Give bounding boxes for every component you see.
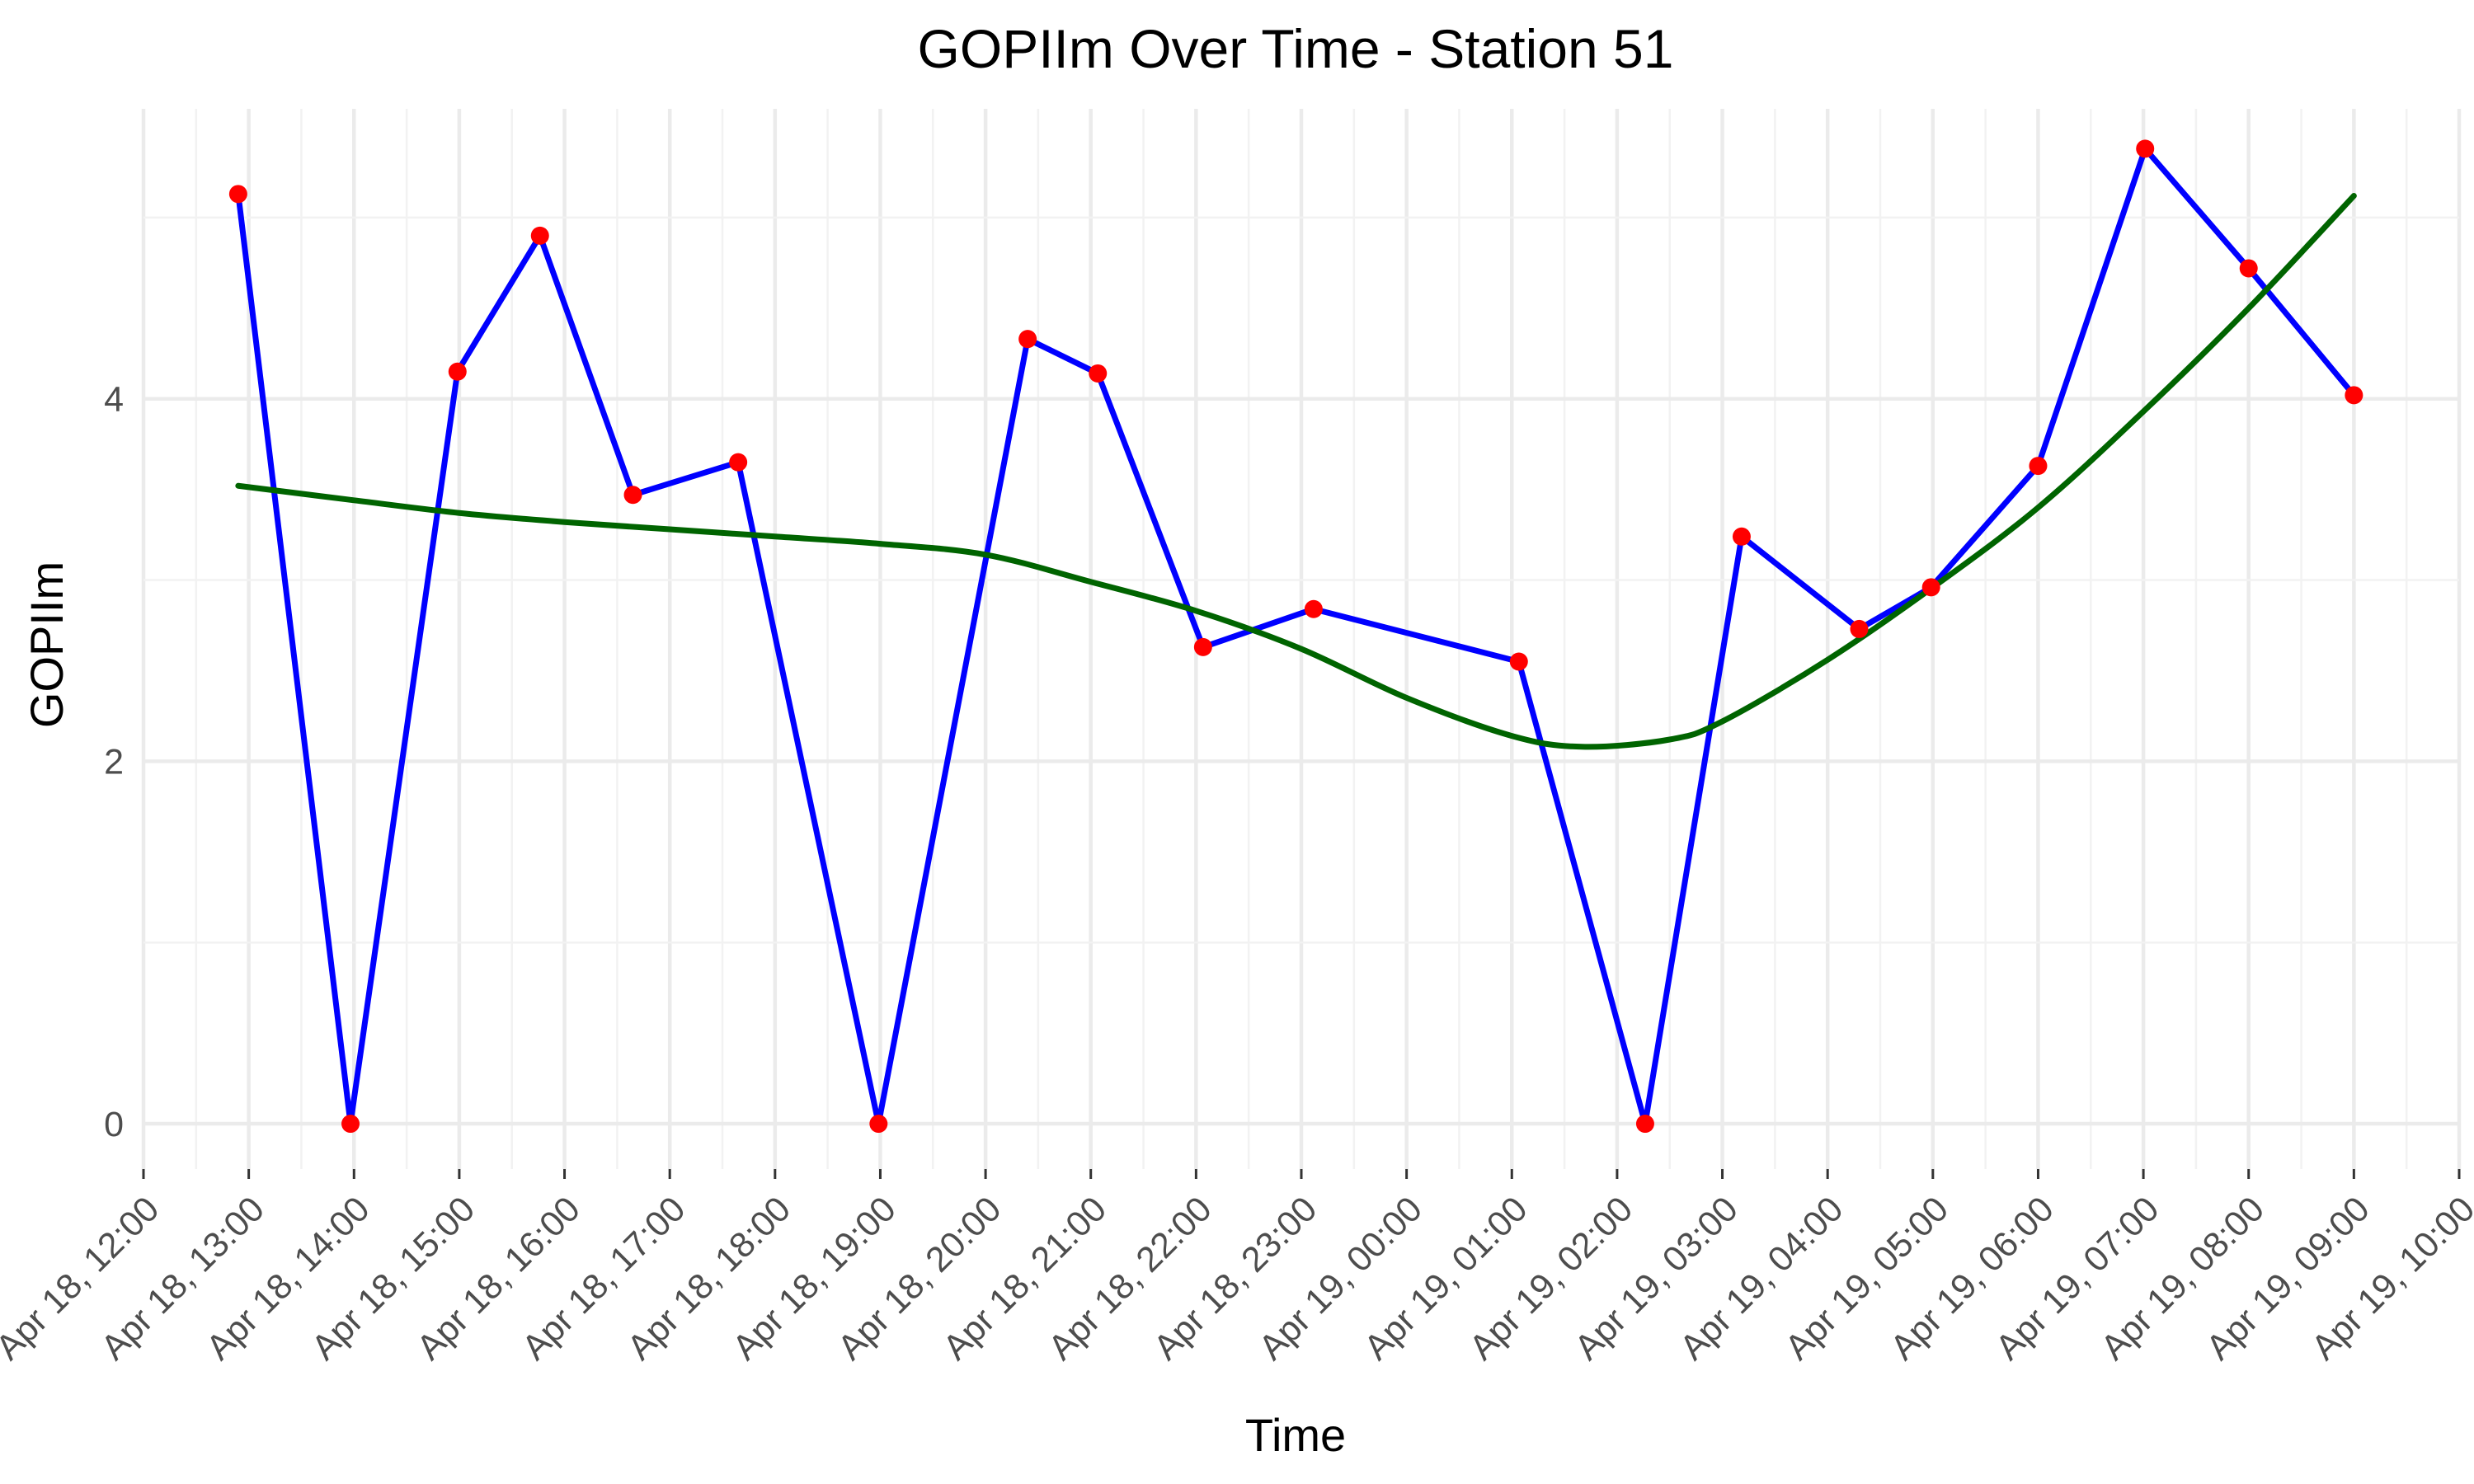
data-point — [1732, 527, 1751, 546]
series-layer — [228, 139, 2363, 1134]
chart-title: GOPIIm Over Time - Station 51 — [918, 18, 1674, 79]
data-point — [1304, 599, 1323, 618]
data-point — [1921, 578, 1940, 597]
data-point — [869, 1115, 888, 1134]
data-point — [2136, 139, 2155, 158]
data-point — [1509, 652, 1528, 671]
y-tick-label: 2 — [104, 742, 124, 782]
data-point — [1089, 364, 1108, 383]
data-point — [2239, 259, 2258, 278]
data-point — [2029, 457, 2048, 476]
series-line — [235, 145, 2357, 1127]
data-point — [2345, 386, 2363, 405]
data-point — [448, 362, 467, 381]
trend-line — [235, 193, 2357, 750]
data-point — [228, 185, 247, 204]
data-point — [530, 226, 549, 245]
y-tick-label: 0 — [104, 1105, 124, 1144]
y-tick-label: 4 — [104, 380, 124, 420]
data-point — [623, 486, 642, 505]
grid — [141, 109, 2462, 1169]
data-point — [1193, 637, 1212, 656]
y-axis-title: GOPIIm — [21, 561, 73, 728]
data-point — [1635, 1115, 1654, 1134]
data-point — [1850, 619, 1869, 638]
data-point — [341, 1115, 360, 1134]
data-point — [1018, 330, 1037, 349]
data-point — [729, 453, 748, 472]
x-axis-title: Time — [1245, 1409, 1346, 1461]
